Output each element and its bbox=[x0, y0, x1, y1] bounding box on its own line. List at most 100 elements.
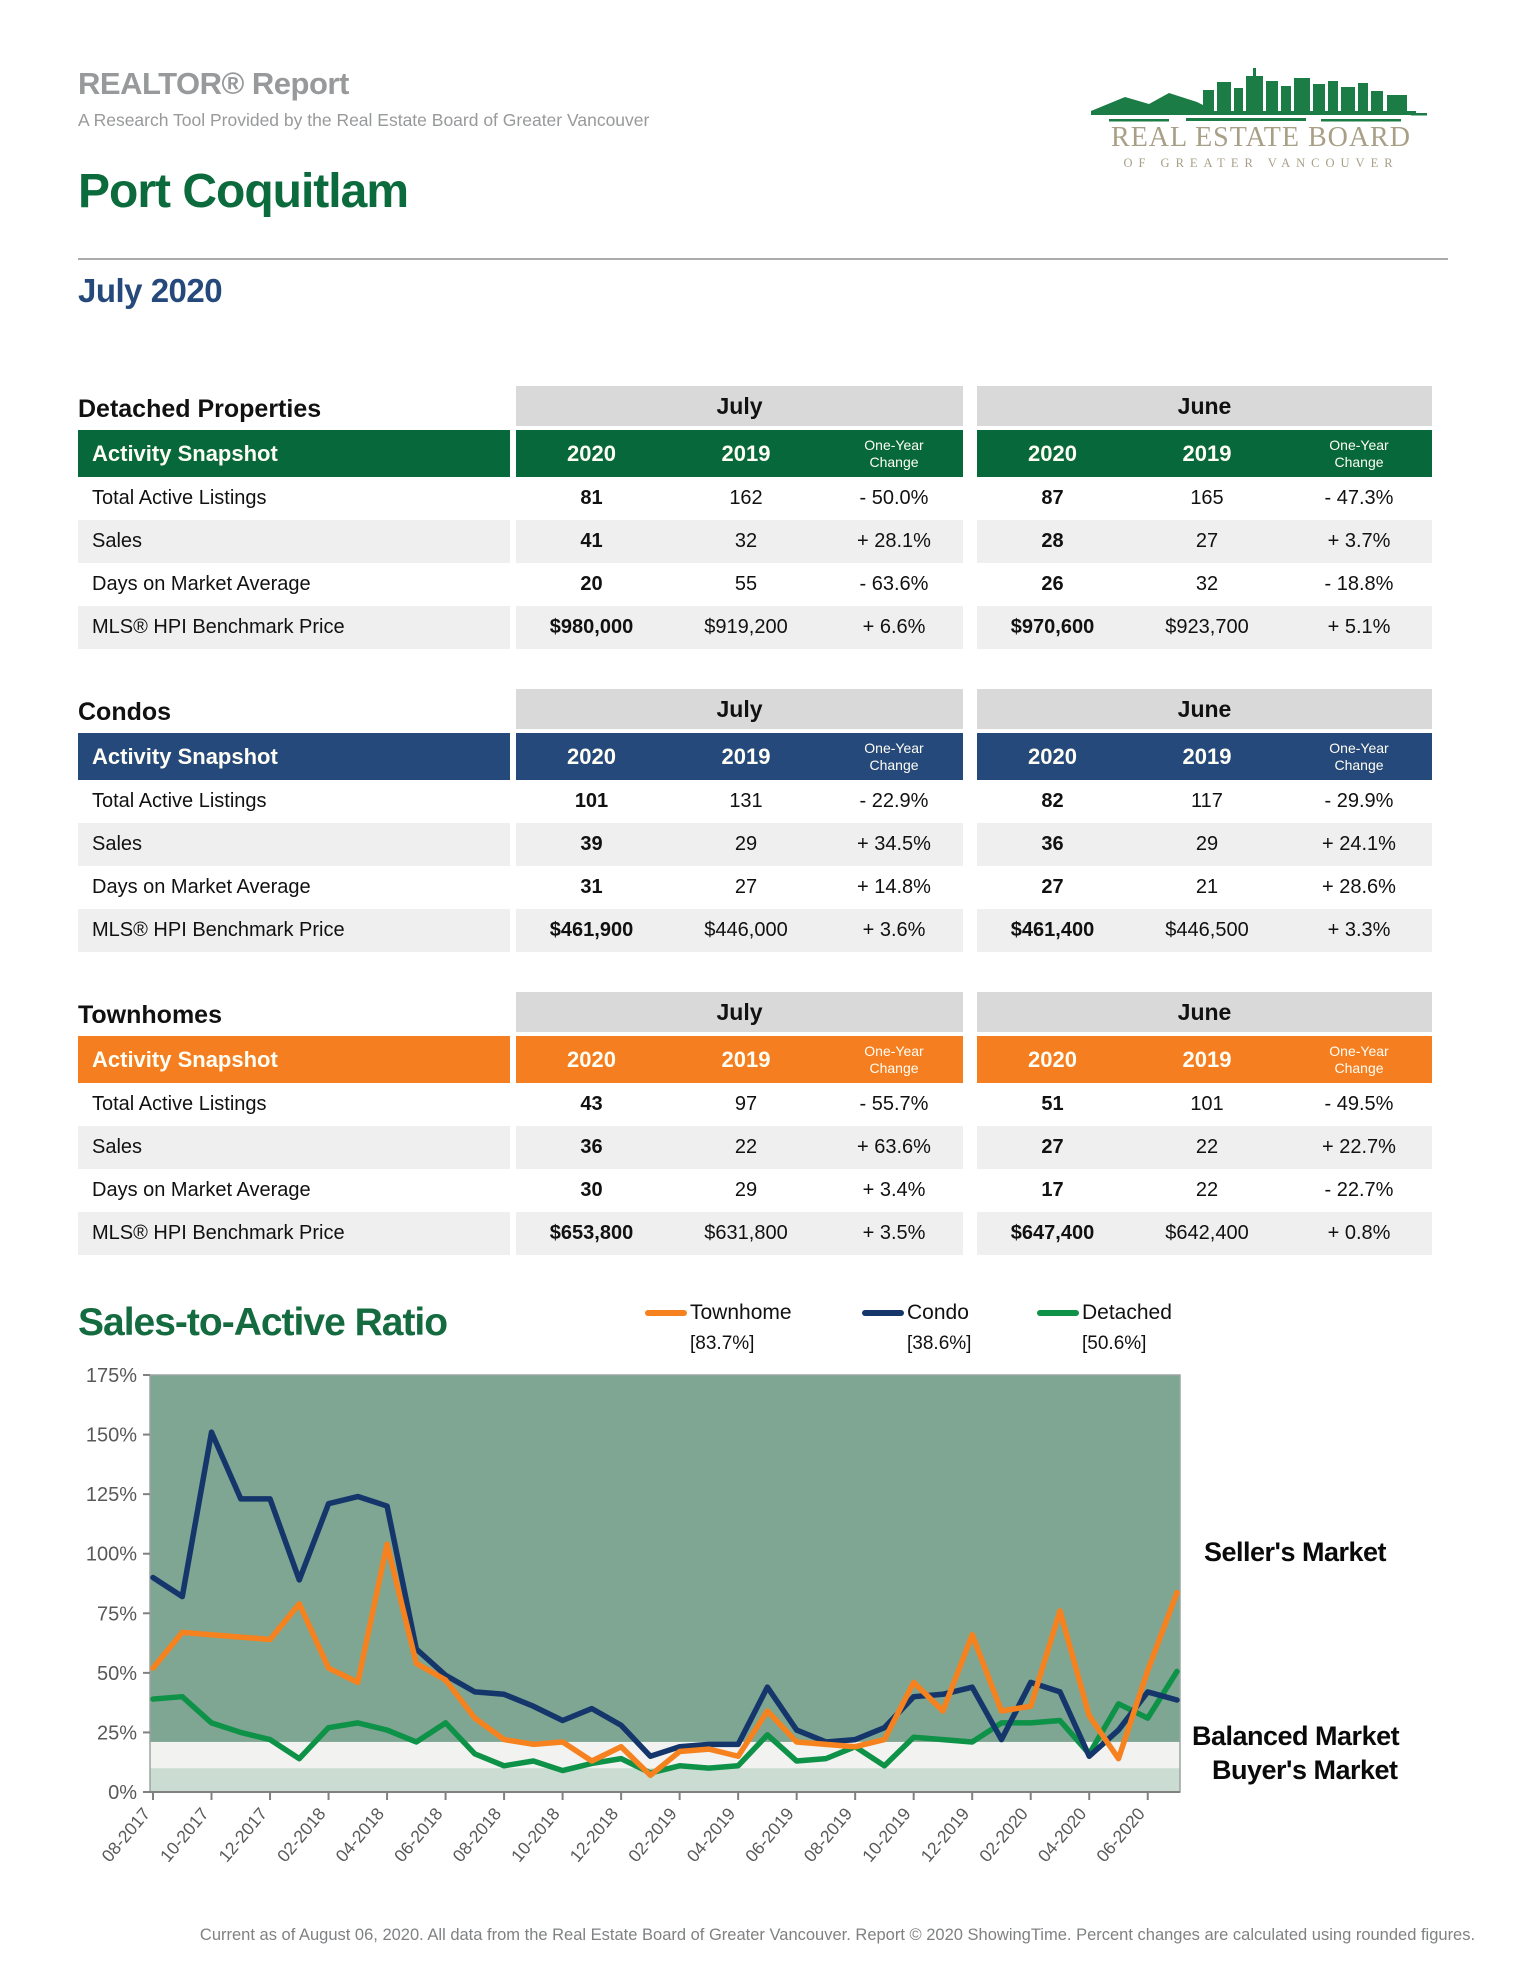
table-row: Sales 41 32 + 28.1% 28 27 + 3.7% bbox=[78, 520, 1442, 563]
cell-value: 26 bbox=[977, 563, 1128, 606]
cell-value: - 47.3% bbox=[1286, 477, 1432, 520]
table-row: MLS® HPI Benchmark Price $653,800 $631,800… bbox=[78, 1212, 1442, 1255]
cell-value: 27 bbox=[977, 866, 1128, 909]
svg-text:08-2019: 08-2019 bbox=[800, 1804, 857, 1866]
chart-title: Sales-to-Active Ratio bbox=[78, 1301, 448, 1344]
row-label: Total Active Listings bbox=[78, 1083, 510, 1126]
cell-value: 32 bbox=[1128, 563, 1286, 606]
col-header-2020: 2020 bbox=[516, 1036, 667, 1083]
cell-value: + 0.8% bbox=[1286, 1212, 1432, 1255]
month-band-july: July bbox=[516, 992, 963, 1032]
cell-value: 36 bbox=[516, 1126, 667, 1169]
chart-plot-area: 0% 25% 50% 75% 100% 125% 150% 175% 08-2017 10-201… bbox=[58, 1361, 1198, 1906]
col-header-change: One-Year Change bbox=[825, 1036, 963, 1083]
cell-value: 22 bbox=[667, 1126, 825, 1169]
cell-value: 131 bbox=[667, 780, 825, 823]
svg-text:08-2017: 08-2017 bbox=[97, 1804, 154, 1866]
legend-item-condo: Condo [38.6%] bbox=[862, 1301, 971, 1355]
section-title: Condos bbox=[78, 698, 172, 726]
cell-value: $631,800 bbox=[667, 1212, 825, 1255]
svg-text:0%: 0% bbox=[108, 1782, 137, 1804]
row-label: Days on Market Average bbox=[78, 866, 510, 909]
svg-text:125%: 125% bbox=[86, 1484, 137, 1506]
snapshot-label: Activity Snapshot bbox=[78, 430, 510, 477]
legend-current-value: [50.6%] bbox=[1082, 1333, 1147, 1354]
cell-value: 43 bbox=[516, 1083, 667, 1126]
svg-text:06-2018: 06-2018 bbox=[390, 1804, 447, 1866]
cell-value: 17 bbox=[977, 1169, 1128, 1212]
table-body: Total Active Listings 81 162- 50.0% 87 165- … bbox=[78, 477, 1442, 649]
svg-text:04-2019: 04-2019 bbox=[683, 1804, 740, 1866]
svg-text:10-2017: 10-2017 bbox=[156, 1804, 213, 1866]
cell-value: 29 bbox=[1128, 823, 1286, 866]
sales-to-active-ratio-chart: Sales-to-Active Ratio Townhome [83.7%] C… bbox=[78, 1297, 1442, 1923]
month-band-june: June bbox=[977, 992, 1432, 1032]
row-label: MLS® HPI Benchmark Price bbox=[78, 1212, 510, 1255]
legend-current-value: [38.6%] bbox=[907, 1333, 972, 1354]
logo-text-line1: REAL ESTATE BOARD bbox=[1111, 122, 1411, 153]
row-label: Sales bbox=[78, 823, 510, 866]
buyers-market-label: Buyer's Market bbox=[1212, 1755, 1398, 1785]
cell-value: - 22.9% bbox=[825, 780, 963, 823]
detached-properties-table: Detached Properties July June Activity S… bbox=[78, 386, 1442, 649]
report-content: Detached Properties July June Activity S… bbox=[78, 386, 1442, 1923]
row-label: Days on Market Average bbox=[78, 563, 510, 606]
table-row: Days on Market Average 20 55- 63.6% 26 32- 1… bbox=[78, 563, 1442, 606]
logo-text-line2: OF GREATER VANCOUVER bbox=[1123, 156, 1399, 170]
col-header-2020: 2020 bbox=[977, 1036, 1128, 1083]
cell-value: $446,000 bbox=[667, 909, 825, 952]
report-subtitle: A Research Tool Provided by the Real Est… bbox=[78, 110, 650, 130]
section-title: Detached Properties bbox=[78, 395, 322, 423]
legend-item-detached: Detached [50.6%] bbox=[1037, 1301, 1172, 1355]
svg-text:08-2018: 08-2018 bbox=[449, 1804, 506, 1866]
cell-value: + 63.6% bbox=[825, 1126, 963, 1169]
cell-value: 21 bbox=[1128, 866, 1286, 909]
col-header-2020: 2020 bbox=[516, 430, 667, 477]
cell-value: - 22.7% bbox=[1286, 1169, 1432, 1212]
cell-value: $461,900 bbox=[516, 909, 667, 952]
svg-text:50%: 50% bbox=[97, 1663, 137, 1685]
cell-value: 82 bbox=[977, 780, 1128, 823]
cell-value: + 3.7% bbox=[1286, 520, 1432, 563]
cell-value: 36 bbox=[977, 823, 1128, 866]
cell-value: + 28.6% bbox=[1286, 866, 1432, 909]
cell-value: 117 bbox=[1128, 780, 1286, 823]
col-header-2019: 2019 bbox=[1128, 733, 1286, 780]
col-header-change: One-Year Change bbox=[1286, 430, 1432, 477]
cell-value: 29 bbox=[667, 1169, 825, 1212]
page-title: Port Coquitlam bbox=[78, 165, 409, 218]
legend-label: Townhome bbox=[690, 1301, 792, 1324]
townhomes-table: Townhomes July June Activity Snapshot 20… bbox=[78, 992, 1442, 1255]
cell-value: - 18.8% bbox=[1286, 563, 1432, 606]
report-period: July 2020 bbox=[78, 272, 223, 309]
cell-value: 28 bbox=[977, 520, 1128, 563]
cell-value: 27 bbox=[977, 1126, 1128, 1169]
sellers-market-label: Seller's Market bbox=[1204, 1537, 1387, 1567]
table-body: Total Active Listings 101 131- 22.9% 82 117-… bbox=[78, 780, 1442, 952]
month-band-july: July bbox=[516, 689, 963, 729]
row-label: Days on Market Average bbox=[78, 1169, 510, 1212]
cell-value: + 3.4% bbox=[825, 1169, 963, 1212]
rebgv-logo: REAL ESTATE BOARD OF GREATER VANCOUVER bbox=[1072, 64, 1450, 171]
cell-value: $970,600 bbox=[977, 606, 1128, 649]
table-title-row: Detached Properties July June bbox=[78, 386, 1442, 426]
cell-value: + 3.6% bbox=[825, 909, 963, 952]
table-title-row: Condos July June bbox=[78, 689, 1442, 729]
section-title: Townhomes bbox=[78, 1001, 222, 1029]
col-header-change: One-Year Change bbox=[825, 430, 963, 477]
col-header-2019: 2019 bbox=[1128, 430, 1286, 477]
svg-text:25%: 25% bbox=[97, 1722, 137, 1744]
svg-text:150%: 150% bbox=[86, 1425, 137, 1447]
col-header-change: One-Year Change bbox=[825, 733, 963, 780]
month-band-july: July bbox=[516, 386, 963, 426]
cell-value: $980,000 bbox=[516, 606, 667, 649]
table-header-row: Activity Snapshot 2020 2019 One-Year Cha… bbox=[78, 1036, 1442, 1083]
month-band-june: June bbox=[977, 689, 1432, 729]
footer-note: Current as of August 06, 2020. All data … bbox=[199, 1926, 1476, 1944]
table-row: Days on Market Average 31 27 + 14.8% 27 21 + 2… bbox=[78, 866, 1442, 909]
townhome-line-swatch bbox=[645, 1310, 687, 1316]
table-title-row: Townhomes July June bbox=[78, 992, 1442, 1032]
cell-value: + 22.7% bbox=[1286, 1126, 1432, 1169]
cell-value: 20 bbox=[516, 563, 667, 606]
cell-value: 41 bbox=[516, 520, 667, 563]
